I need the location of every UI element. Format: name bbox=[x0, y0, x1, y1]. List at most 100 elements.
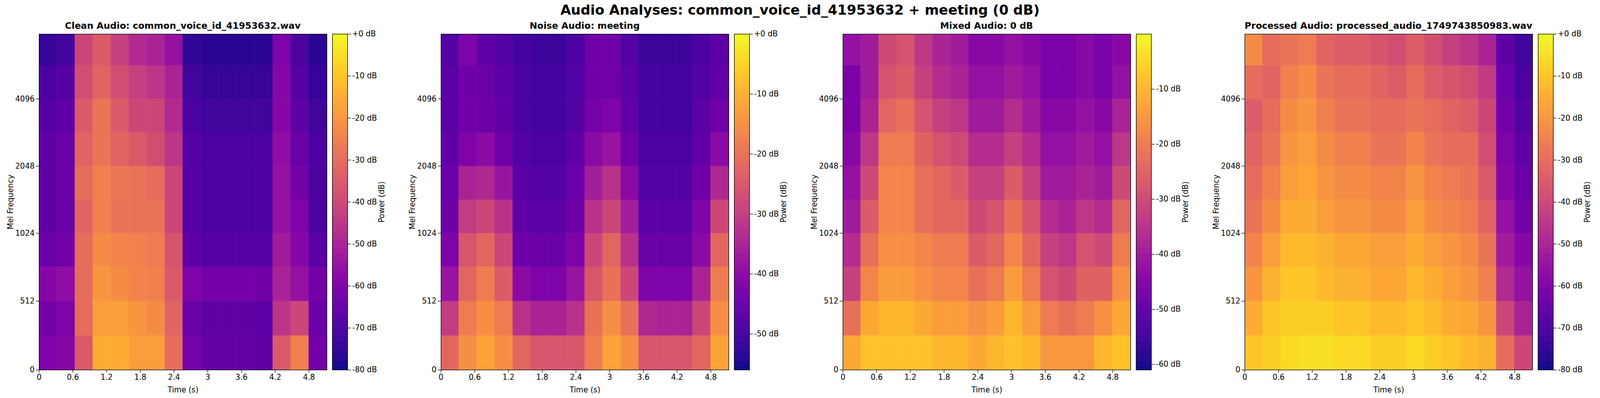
svg-text:4.8: 4.8 bbox=[704, 372, 717, 382]
svg-text:1.2: 1.2 bbox=[1306, 372, 1319, 382]
svg-text:-40 dB: -40 dB bbox=[1156, 249, 1181, 259]
svg-text:Power (dB): Power (dB) bbox=[1180, 181, 1191, 223]
svg-text:2.4: 2.4 bbox=[168, 372, 181, 382]
svg-text:-60 dB: -60 dB bbox=[1558, 281, 1583, 291]
svg-text:-50 dB: -50 dB bbox=[1156, 304, 1181, 314]
svg-text:-20 dB: -20 dB bbox=[754, 149, 780, 159]
svg-text:3: 3 bbox=[607, 372, 613, 382]
svg-text:0: 0 bbox=[29, 365, 35, 375]
svg-text:0: 0 bbox=[36, 372, 42, 382]
svg-text:0.6: 0.6 bbox=[1272, 372, 1285, 382]
svg-text:-20 dB: -20 dB bbox=[352, 113, 378, 123]
svg-text:1.2: 1.2 bbox=[904, 372, 917, 382]
svg-text:4.2: 4.2 bbox=[671, 372, 684, 382]
svg-text:-30 dB: -30 dB bbox=[1156, 194, 1181, 204]
svg-text:4096: 4096 bbox=[15, 94, 35, 104]
svg-text:4096: 4096 bbox=[1220, 94, 1241, 104]
svg-text:0.6: 0.6 bbox=[468, 372, 481, 382]
svg-text:-40 dB: -40 dB bbox=[1558, 197, 1583, 207]
svg-text:1.8: 1.8 bbox=[938, 372, 951, 382]
svg-text:4.8: 4.8 bbox=[1106, 372, 1119, 382]
svg-text:-50 dB: -50 dB bbox=[754, 329, 780, 339]
svg-text:4.2: 4.2 bbox=[1474, 372, 1487, 382]
svg-text:0: 0 bbox=[431, 365, 437, 375]
svg-text:-20 dB: -20 dB bbox=[1558, 113, 1583, 123]
svg-text:3: 3 bbox=[1009, 372, 1015, 382]
svg-text:4096: 4096 bbox=[417, 94, 437, 104]
svg-text:2.4: 2.4 bbox=[1373, 372, 1386, 382]
svg-text:-40 dB: -40 dB bbox=[754, 269, 780, 279]
html-text:Clean Audio: common_voice_id_4: Clean Audio: common_voice_id_41953632.wa… bbox=[64, 20, 301, 31]
svg-text:0: 0 bbox=[1235, 365, 1241, 375]
svg-text:0.6: 0.6 bbox=[66, 372, 79, 382]
svg-text:-30 dB: -30 dB bbox=[352, 155, 378, 165]
svg-text:1024: 1024 bbox=[417, 228, 437, 238]
svg-text:-20 dB: -20 dB bbox=[1156, 139, 1181, 149]
svg-text:-10 dB: -10 dB bbox=[754, 89, 780, 99]
svg-text:2048: 2048 bbox=[15, 161, 35, 171]
svg-text:0: 0 bbox=[1242, 372, 1248, 382]
svg-text:3.6: 3.6 bbox=[637, 372, 650, 382]
svg-text:Time (s): Time (s) bbox=[1372, 385, 1405, 395]
svg-text:2048: 2048 bbox=[818, 161, 839, 171]
svg-text:0: 0 bbox=[833, 365, 839, 375]
svg-text:+0 dB: +0 dB bbox=[352, 29, 377, 39]
svg-text:-70 dB: -70 dB bbox=[1558, 323, 1583, 333]
html-text:Audio Analyses: common_voice_i: Audio Analyses: common_voice_id_41953632… bbox=[560, 2, 1040, 18]
svg-text:512: 512 bbox=[422, 296, 437, 306]
svg-text:-50 dB: -50 dB bbox=[352, 239, 378, 249]
svg-text:2048: 2048 bbox=[1220, 161, 1241, 171]
svg-text:512: 512 bbox=[823, 296, 839, 306]
svg-text:1024: 1024 bbox=[15, 228, 35, 238]
svg-text:-60 dB: -60 dB bbox=[352, 281, 378, 291]
svg-text:-80 dB: -80 dB bbox=[1558, 365, 1583, 375]
svg-text:-10 dB: -10 dB bbox=[352, 71, 378, 81]
svg-text:+0 dB: +0 dB bbox=[754, 29, 779, 39]
svg-text:3.6: 3.6 bbox=[1440, 372, 1454, 382]
svg-text:3: 3 bbox=[1411, 372, 1417, 382]
svg-text:Time (s): Time (s) bbox=[970, 385, 1003, 395]
svg-text:0: 0 bbox=[438, 372, 444, 382]
svg-text:-30 dB: -30 dB bbox=[754, 209, 780, 219]
svg-text:4096: 4096 bbox=[818, 94, 839, 104]
svg-text:2.4: 2.4 bbox=[971, 372, 985, 382]
svg-text:Power (dB): Power (dB) bbox=[377, 181, 387, 223]
svg-text:-10 dB: -10 dB bbox=[1558, 71, 1583, 81]
svg-text:Mel Frequency: Mel Frequency bbox=[809, 174, 819, 230]
svg-text:4.2: 4.2 bbox=[1072, 372, 1086, 382]
svg-text:2048: 2048 bbox=[417, 161, 437, 171]
svg-text:1.2: 1.2 bbox=[502, 372, 515, 382]
svg-text:3.6: 3.6 bbox=[235, 372, 248, 382]
svg-text:4.8: 4.8 bbox=[1508, 372, 1521, 382]
svg-text:0.6: 0.6 bbox=[870, 372, 883, 382]
svg-text:+0 dB: +0 dB bbox=[1558, 29, 1582, 39]
svg-text:Time (s): Time (s) bbox=[167, 385, 199, 395]
svg-text:Time (s): Time (s) bbox=[569, 385, 601, 395]
svg-text:1024: 1024 bbox=[1220, 228, 1241, 238]
svg-text:512: 512 bbox=[1225, 296, 1241, 306]
svg-text:512: 512 bbox=[20, 296, 35, 306]
svg-text:4.2: 4.2 bbox=[269, 372, 282, 382]
svg-text:1.2: 1.2 bbox=[100, 372, 113, 382]
svg-text:-50 dB: -50 dB bbox=[1558, 239, 1583, 249]
svg-text:-40 dB: -40 dB bbox=[352, 197, 378, 207]
svg-text:-30 dB: -30 dB bbox=[1558, 155, 1583, 165]
svg-text:Mel Frequency: Mel Frequency bbox=[6, 174, 16, 230]
svg-text:3.6: 3.6 bbox=[1039, 372, 1052, 382]
svg-text:4.8: 4.8 bbox=[302, 372, 316, 382]
svg-text:-10 dB: -10 dB bbox=[1156, 84, 1181, 94]
svg-text:1.8: 1.8 bbox=[1339, 372, 1353, 382]
svg-text:-80 dB: -80 dB bbox=[352, 365, 378, 375]
svg-text:1.8: 1.8 bbox=[536, 372, 549, 382]
svg-text:2.4: 2.4 bbox=[570, 372, 583, 382]
svg-text:0: 0 bbox=[840, 372, 846, 382]
svg-text:Mel Frequency: Mel Frequency bbox=[1211, 174, 1221, 230]
svg-text:Power (dB): Power (dB) bbox=[1582, 181, 1592, 223]
svg-text:-60 dB: -60 dB bbox=[1156, 359, 1181, 369]
svg-text:1.8: 1.8 bbox=[134, 372, 147, 382]
svg-text:Power (dB): Power (dB) bbox=[779, 181, 789, 223]
svg-text:-70 dB: -70 dB bbox=[352, 323, 378, 333]
svg-text:Mel Frequency: Mel Frequency bbox=[407, 174, 418, 230]
svg-text:1024: 1024 bbox=[818, 228, 839, 238]
svg-text:3: 3 bbox=[205, 372, 211, 382]
